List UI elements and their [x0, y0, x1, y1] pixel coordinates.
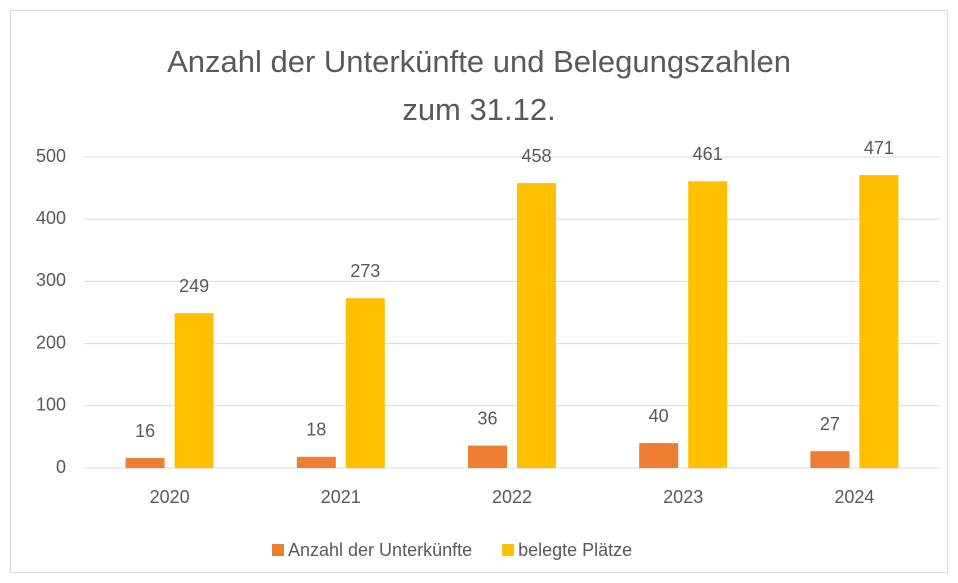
chart-title: Anzahl der Unterkünfte und Belegungszahl… [167, 44, 791, 127]
bar [810, 451, 850, 468]
data-label: 461 [693, 144, 723, 164]
data-label: 471 [864, 138, 894, 158]
data-label: 458 [521, 146, 551, 166]
bar [345, 298, 385, 468]
data-label: 249 [179, 276, 209, 296]
bar [517, 183, 556, 468]
legend-swatch [502, 544, 515, 556]
y-tick-label: 0 [56, 457, 66, 477]
y-tick-label: 400 [36, 208, 66, 228]
x-tick-label: 2021 [321, 487, 361, 507]
y-tick-label: 500 [36, 146, 66, 166]
chart-border [10, 10, 948, 573]
y-tick-label: 200 [36, 332, 66, 352]
x-tick-label: 2022 [492, 487, 532, 507]
y-tick-label: 100 [36, 395, 66, 415]
bar [125, 458, 165, 468]
y-tick-label: 300 [36, 270, 66, 290]
bar [468, 445, 507, 468]
x-tick-label: 2023 [663, 487, 703, 507]
bar [859, 175, 899, 468]
bar [639, 443, 679, 468]
data-label: 18 [306, 420, 326, 440]
data-label: 16 [135, 421, 155, 441]
bar [688, 181, 728, 468]
data-label: 273 [350, 261, 380, 281]
legend-swatch [272, 544, 284, 556]
data-label: 40 [649, 406, 669, 426]
legend-label: Anzahl der Unterkünfte [288, 540, 472, 560]
legend-label: belegte Plätze [518, 540, 632, 560]
x-tick-label: 2024 [834, 487, 874, 507]
bar [174, 313, 214, 468]
data-label: 27 [820, 414, 840, 434]
x-tick-label: 2020 [150, 487, 190, 507]
data-label: 36 [477, 408, 497, 428]
bar [296, 456, 336, 468]
